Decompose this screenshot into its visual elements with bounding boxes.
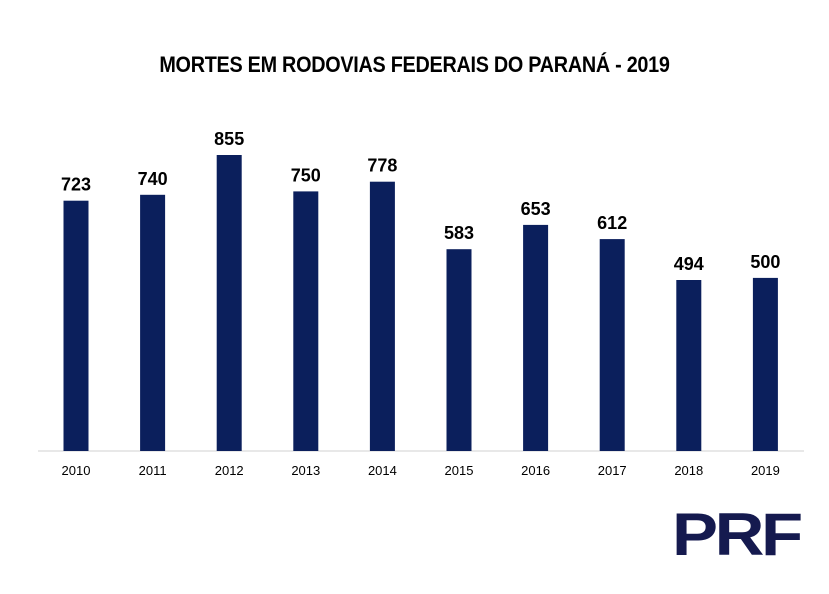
bar-2018 (676, 280, 702, 451)
bars-group (63, 155, 778, 452)
bar-2013 (293, 191, 319, 451)
bar-2010 (63, 200, 89, 451)
bar-2014 (369, 181, 395, 451)
value-label-2011: 740 (138, 169, 168, 189)
value-labels-group: 723 740 855 750 778 583 653 612 494 500 (61, 129, 780, 274)
value-label-2012: 855 (214, 129, 244, 149)
x-tick-label-2018: 2018 (674, 463, 703, 478)
value-label-2010: 723 (61, 175, 91, 195)
x-tick-label-2016: 2016 (521, 463, 550, 478)
x-tick-label-2015: 2015 (445, 463, 474, 478)
tick-labels-group: 2010 2011 2012 2013 2014 2015 2016 2017 2018 2019 (62, 463, 780, 478)
bar-2015 (446, 249, 472, 451)
bar-2012 (216, 155, 242, 451)
x-tick-label-2011: 2011 (139, 463, 167, 478)
bar-2016 (523, 224, 549, 451)
x-tick-label-2012: 2012 (215, 463, 244, 478)
bar-2011 (140, 194, 166, 452)
x-tick-label-2013: 2013 (291, 463, 320, 478)
value-label-2017: 612 (597, 213, 627, 233)
value-label-2019: 500 (750, 252, 780, 272)
value-label-2015: 583 (444, 223, 474, 243)
x-tick-label-2014: 2014 (368, 463, 397, 478)
value-label-2013: 750 (291, 165, 321, 185)
value-label-2018: 494 (674, 254, 704, 274)
bar-2019 (752, 277, 778, 451)
x-tick-label-2019: 2019 (751, 463, 780, 478)
bar-2017 (599, 239, 625, 451)
value-label-2016: 653 (521, 199, 551, 219)
x-tick-label-2017: 2017 (598, 463, 627, 478)
x-tick-label-2010: 2010 (62, 463, 91, 478)
prf-logo: PRF (672, 501, 803, 568)
value-label-2014: 778 (367, 156, 397, 176)
chart-title: MORTES EM RODOVIAS FEDERAIS DO PARANÁ - … (159, 52, 670, 77)
